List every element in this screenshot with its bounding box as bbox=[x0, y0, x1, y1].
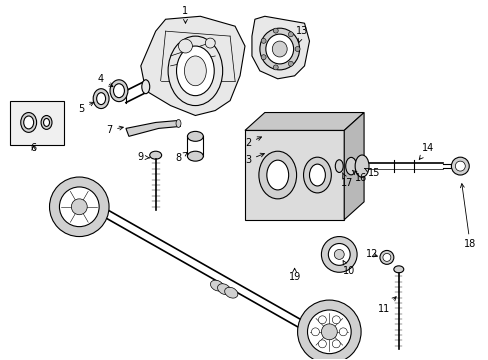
Ellipse shape bbox=[142, 80, 149, 94]
Polygon shape bbox=[251, 16, 309, 79]
Circle shape bbox=[288, 32, 293, 37]
Circle shape bbox=[71, 199, 87, 215]
Ellipse shape bbox=[168, 36, 222, 105]
Ellipse shape bbox=[176, 46, 214, 96]
Ellipse shape bbox=[217, 284, 230, 294]
Text: 15: 15 bbox=[364, 168, 379, 178]
Ellipse shape bbox=[187, 151, 203, 161]
Circle shape bbox=[261, 39, 265, 43]
Polygon shape bbox=[141, 16, 244, 116]
Circle shape bbox=[318, 316, 325, 324]
Circle shape bbox=[332, 316, 340, 324]
Ellipse shape bbox=[345, 157, 356, 175]
Bar bbox=[10, 100, 64, 145]
Ellipse shape bbox=[335, 160, 343, 172]
Text: 17: 17 bbox=[340, 173, 353, 188]
Text: 18: 18 bbox=[460, 184, 475, 249]
Polygon shape bbox=[244, 130, 344, 220]
Text: 3: 3 bbox=[244, 153, 264, 165]
Circle shape bbox=[307, 310, 350, 354]
Ellipse shape bbox=[265, 34, 293, 64]
Circle shape bbox=[450, 157, 468, 175]
Text: 12: 12 bbox=[365, 249, 377, 260]
Ellipse shape bbox=[210, 280, 223, 291]
Circle shape bbox=[321, 324, 337, 340]
Text: 16: 16 bbox=[352, 170, 366, 183]
Text: 4: 4 bbox=[98, 74, 113, 87]
Ellipse shape bbox=[266, 160, 288, 190]
Text: 2: 2 bbox=[244, 137, 261, 148]
Circle shape bbox=[321, 237, 356, 272]
Text: 13: 13 bbox=[296, 26, 308, 42]
Ellipse shape bbox=[176, 120, 181, 127]
Circle shape bbox=[318, 340, 325, 348]
Ellipse shape bbox=[272, 41, 286, 57]
Ellipse shape bbox=[110, 80, 128, 102]
Circle shape bbox=[332, 340, 340, 348]
Circle shape bbox=[273, 65, 278, 70]
Circle shape bbox=[205, 38, 215, 48]
Ellipse shape bbox=[258, 151, 296, 199]
Text: 6: 6 bbox=[31, 143, 37, 153]
Circle shape bbox=[261, 55, 265, 60]
Ellipse shape bbox=[393, 266, 403, 273]
Circle shape bbox=[339, 328, 346, 336]
Ellipse shape bbox=[309, 164, 325, 186]
Text: 5: 5 bbox=[78, 102, 94, 113]
Ellipse shape bbox=[224, 287, 237, 298]
Ellipse shape bbox=[93, 89, 109, 109]
Text: 14: 14 bbox=[418, 143, 434, 159]
Ellipse shape bbox=[187, 131, 203, 141]
Circle shape bbox=[334, 249, 344, 260]
Circle shape bbox=[49, 177, 109, 237]
Ellipse shape bbox=[354, 155, 368, 177]
Polygon shape bbox=[244, 113, 364, 130]
Ellipse shape bbox=[259, 28, 299, 70]
Circle shape bbox=[178, 39, 192, 53]
Ellipse shape bbox=[43, 118, 49, 126]
Ellipse shape bbox=[113, 84, 124, 98]
Circle shape bbox=[273, 28, 278, 33]
Polygon shape bbox=[126, 121, 180, 136]
Polygon shape bbox=[344, 113, 364, 220]
Text: 8: 8 bbox=[175, 152, 187, 163]
Text: 11: 11 bbox=[377, 297, 395, 314]
Circle shape bbox=[327, 243, 349, 265]
Ellipse shape bbox=[184, 56, 206, 86]
Ellipse shape bbox=[97, 93, 105, 105]
Ellipse shape bbox=[20, 113, 37, 132]
Circle shape bbox=[294, 46, 300, 51]
Circle shape bbox=[60, 187, 99, 227]
Ellipse shape bbox=[303, 157, 331, 193]
Text: 9: 9 bbox=[138, 152, 149, 162]
Text: 10: 10 bbox=[343, 261, 355, 276]
Circle shape bbox=[288, 61, 293, 66]
Text: 1: 1 bbox=[182, 6, 188, 23]
Ellipse shape bbox=[24, 116, 34, 129]
Text: 19: 19 bbox=[288, 268, 300, 282]
Circle shape bbox=[454, 161, 464, 171]
Circle shape bbox=[379, 251, 393, 264]
Circle shape bbox=[311, 328, 319, 336]
Ellipse shape bbox=[41, 116, 52, 129]
Ellipse shape bbox=[149, 151, 162, 159]
Circle shape bbox=[382, 253, 390, 261]
Circle shape bbox=[297, 300, 360, 360]
Text: 7: 7 bbox=[106, 125, 123, 135]
